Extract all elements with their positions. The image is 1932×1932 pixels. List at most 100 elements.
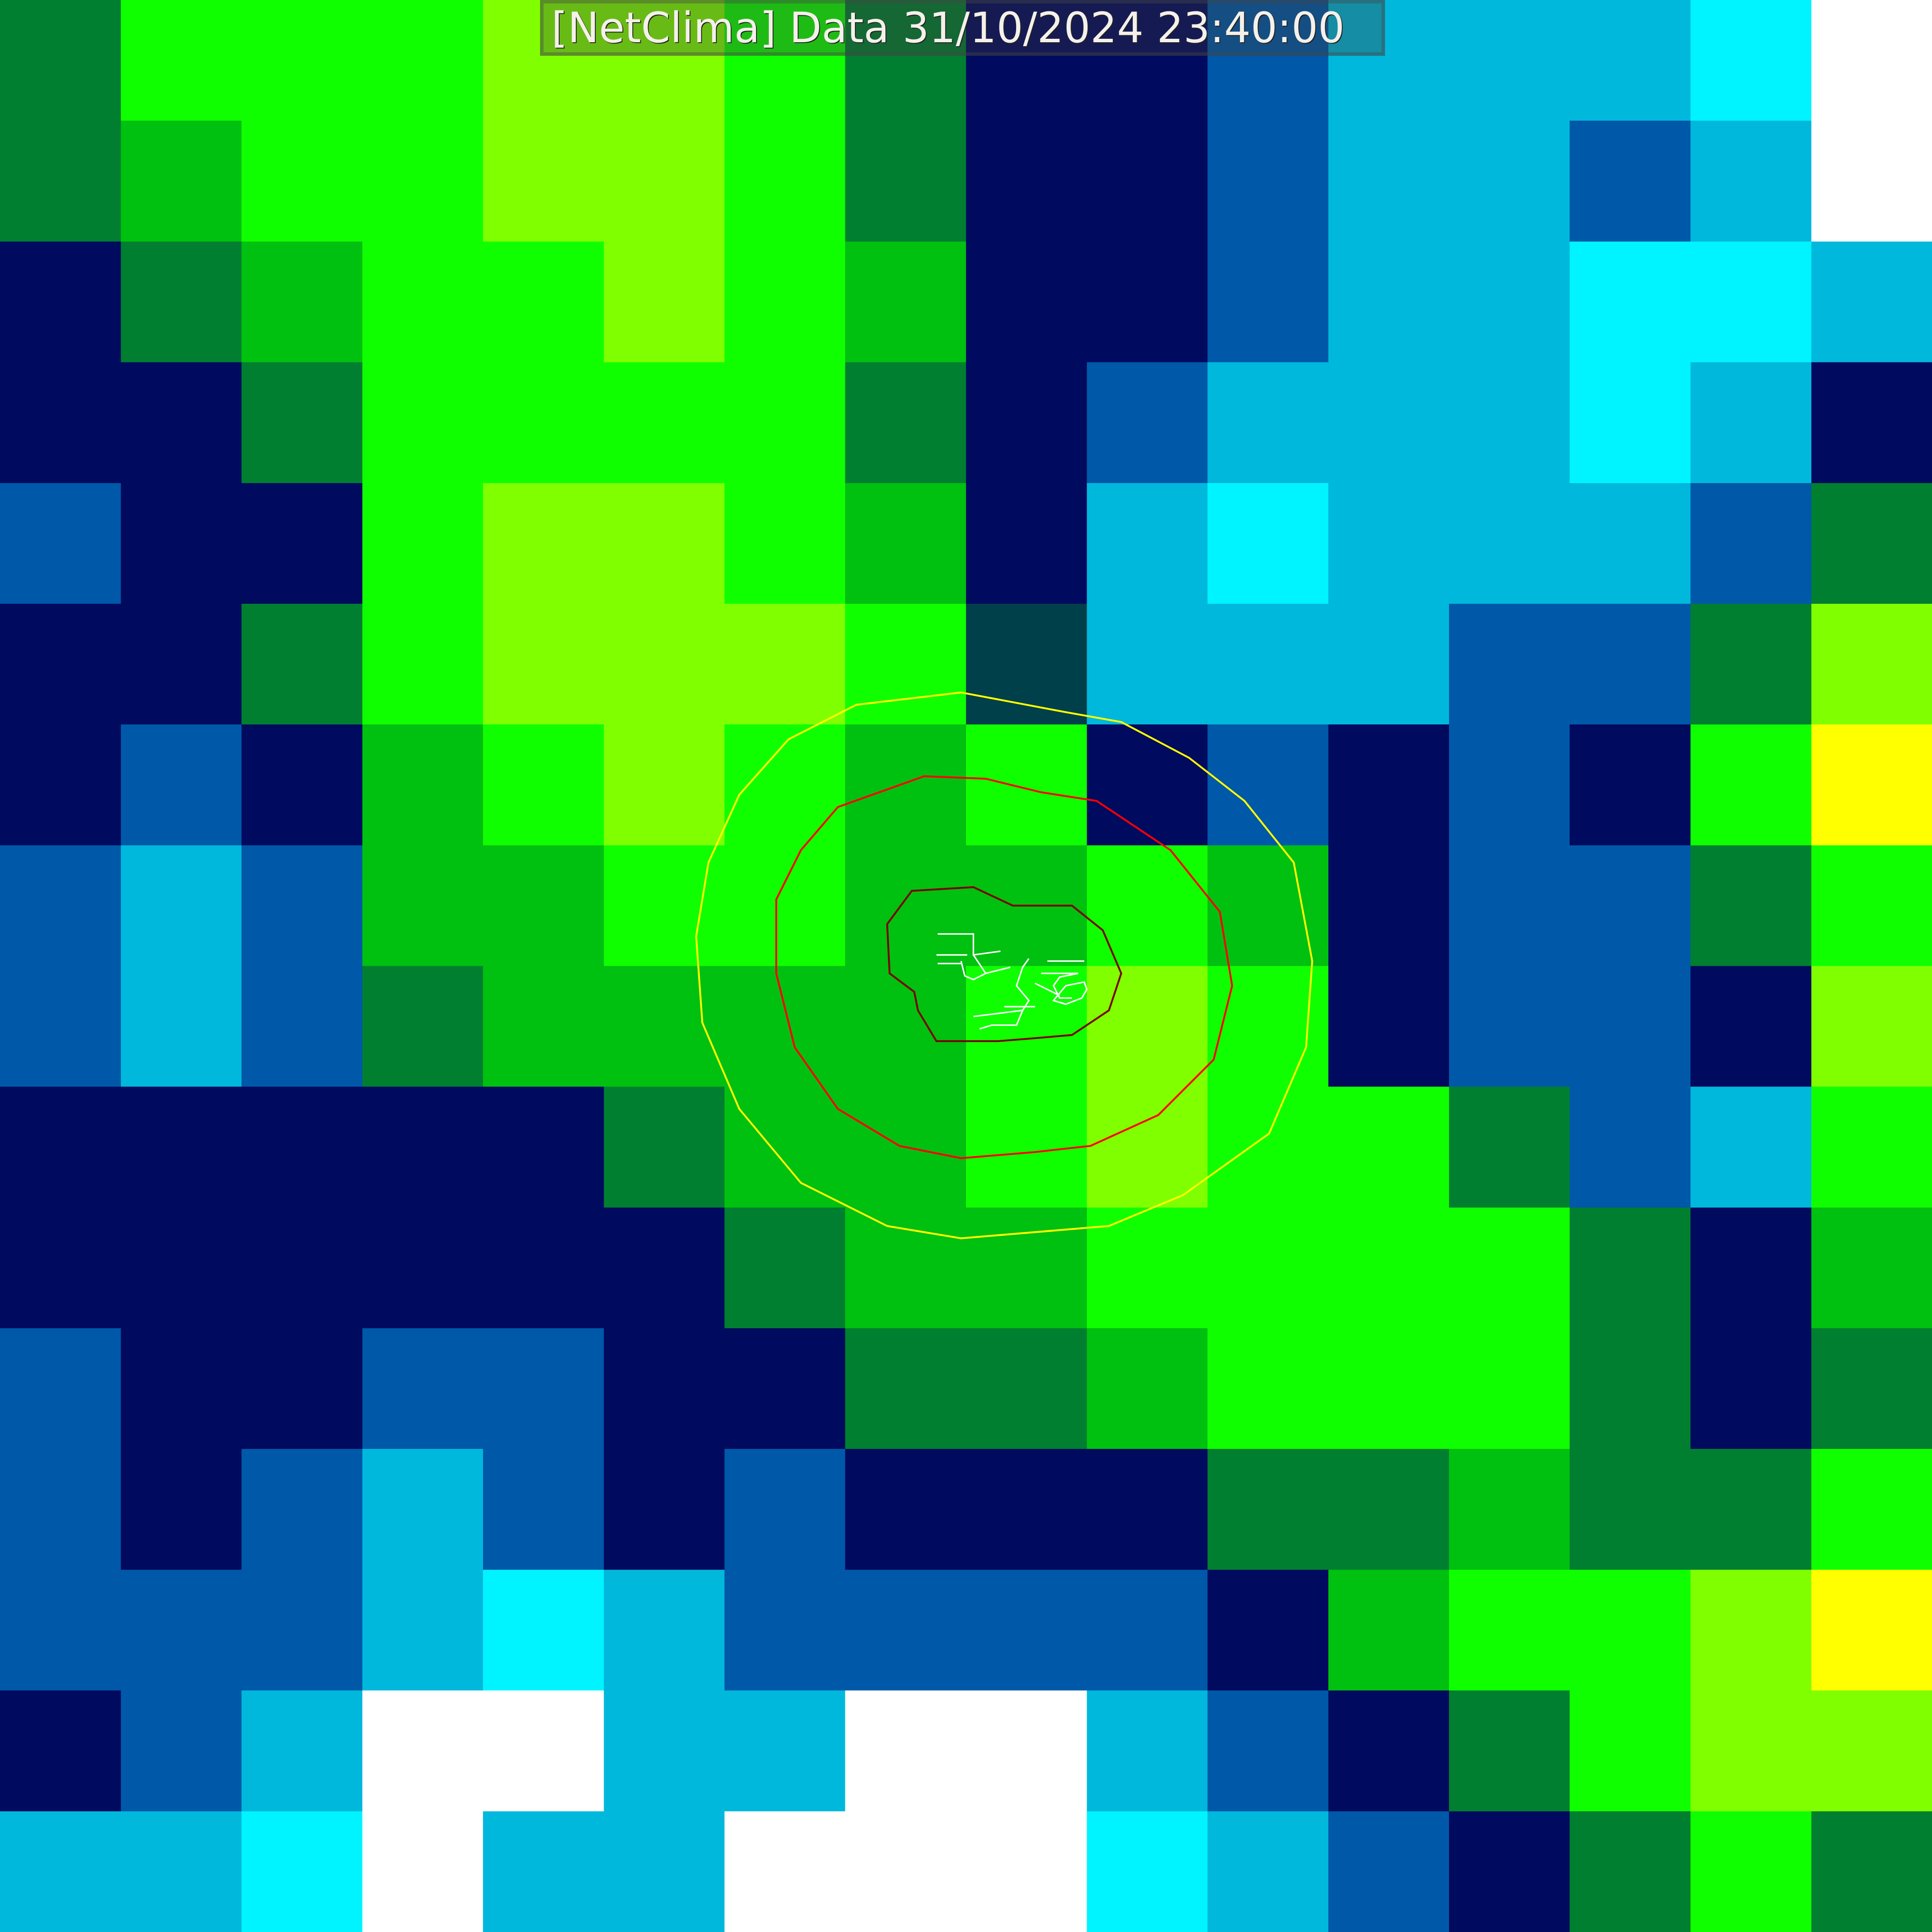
grid-cell xyxy=(1811,1449,1932,1570)
grid-cell xyxy=(0,1811,122,1932)
grid-cell xyxy=(1449,241,1571,363)
inner-contour xyxy=(886,886,1122,1042)
grid-cell xyxy=(362,966,484,1088)
grid-cell xyxy=(1449,1449,1571,1570)
grid-cell xyxy=(1811,121,1932,242)
grid-cell xyxy=(362,845,484,967)
grid-cell xyxy=(483,845,605,967)
grid-cell xyxy=(1087,483,1208,605)
grid-cell xyxy=(483,1570,605,1692)
grid-cell xyxy=(1207,1328,1329,1450)
grid-cell xyxy=(1811,603,1932,725)
grid-cell xyxy=(1328,1570,1450,1692)
grid-cell xyxy=(1449,724,1571,846)
grid-cell xyxy=(362,1811,484,1932)
grid-cell xyxy=(1449,121,1571,242)
grid-cell xyxy=(1449,603,1571,725)
grid-cell xyxy=(966,1328,1088,1450)
grid-cell xyxy=(362,724,484,846)
grid-cell xyxy=(483,1811,605,1932)
grid-cell xyxy=(0,724,122,846)
grid-cell xyxy=(966,121,1088,242)
grid-cell xyxy=(1570,1086,1691,1208)
grid-cell xyxy=(724,1570,846,1692)
grid-cell xyxy=(724,845,846,967)
grid-cell xyxy=(241,1811,363,1932)
grid-cell xyxy=(1328,241,1450,363)
grid-cell xyxy=(1328,845,1450,967)
grid-cell xyxy=(483,1086,605,1208)
grid-cell xyxy=(1690,845,1812,967)
grid-cell xyxy=(1570,603,1691,725)
contour-overlay xyxy=(695,691,1314,1239)
grid-cell xyxy=(724,0,846,122)
grid-cell xyxy=(1087,845,1208,967)
grid-cell xyxy=(241,1449,363,1570)
grid-cell xyxy=(0,0,122,122)
grid-cell xyxy=(604,724,725,846)
grid-cell xyxy=(121,1570,242,1692)
grid-cell xyxy=(483,724,605,846)
grid-cell xyxy=(1328,1690,1450,1812)
grid-cell xyxy=(1449,1328,1571,1450)
grid-cell xyxy=(966,724,1088,846)
grid-cell xyxy=(1328,603,1450,725)
grid-cell xyxy=(1207,1086,1329,1208)
grid-cell xyxy=(1690,603,1812,725)
middle-contour xyxy=(775,775,1233,1159)
grid-cell xyxy=(604,1328,725,1450)
grid-cell xyxy=(604,1690,725,1812)
grid-cell xyxy=(1690,483,1812,605)
grid-cell xyxy=(121,0,242,122)
grid-cell xyxy=(1449,362,1571,484)
grid-cell xyxy=(1207,121,1329,242)
grid-cell xyxy=(1811,724,1932,846)
grid-cell xyxy=(241,1207,363,1329)
grid-cell xyxy=(483,966,605,1088)
grid-cell xyxy=(121,966,242,1088)
grid-cell xyxy=(966,1449,1088,1570)
grid-cell xyxy=(1811,1811,1932,1932)
grid-cell xyxy=(0,1328,122,1450)
grid-cell xyxy=(1811,1690,1932,1812)
grid-cell xyxy=(845,845,967,967)
grid-cell xyxy=(1207,603,1329,725)
grid-cell xyxy=(241,1328,363,1450)
grid-cell xyxy=(362,362,484,484)
grid-cell xyxy=(604,1570,725,1692)
grid-cell xyxy=(1207,0,1329,122)
grid-cell xyxy=(121,1207,242,1329)
grid-cell xyxy=(1449,1690,1571,1812)
grid-cell xyxy=(1570,121,1691,242)
grid-cell xyxy=(241,724,363,846)
grid-cell xyxy=(241,1690,363,1812)
grid-cell xyxy=(1087,121,1208,242)
grid-cell xyxy=(1570,1690,1691,1812)
grid-cell xyxy=(1570,845,1691,967)
grid-cell xyxy=(845,241,967,363)
grid-cell xyxy=(724,1207,846,1329)
grid-cell xyxy=(241,121,363,242)
grid-cell xyxy=(1449,0,1571,122)
grid-cell xyxy=(241,966,363,1088)
grid-cell xyxy=(845,362,967,484)
grid-cell xyxy=(1087,1811,1208,1932)
grid-cell xyxy=(604,1449,725,1570)
outer-contour xyxy=(695,691,1314,1239)
grid-cell xyxy=(1328,1207,1450,1329)
grid-cell xyxy=(1207,966,1329,1088)
grid-cell xyxy=(1690,724,1812,846)
grid-cell xyxy=(483,1449,605,1570)
grid-cell xyxy=(1328,1328,1450,1450)
grid-cell xyxy=(1690,1207,1812,1329)
grid-cell xyxy=(1328,121,1450,242)
grid-cell xyxy=(0,1449,122,1570)
grid-cell xyxy=(362,1570,484,1692)
grid-cell xyxy=(604,483,725,605)
grid-cell xyxy=(724,1449,846,1570)
grid-cell xyxy=(724,1690,846,1812)
grid-cell xyxy=(121,483,242,605)
grid-cell xyxy=(1690,241,1812,363)
